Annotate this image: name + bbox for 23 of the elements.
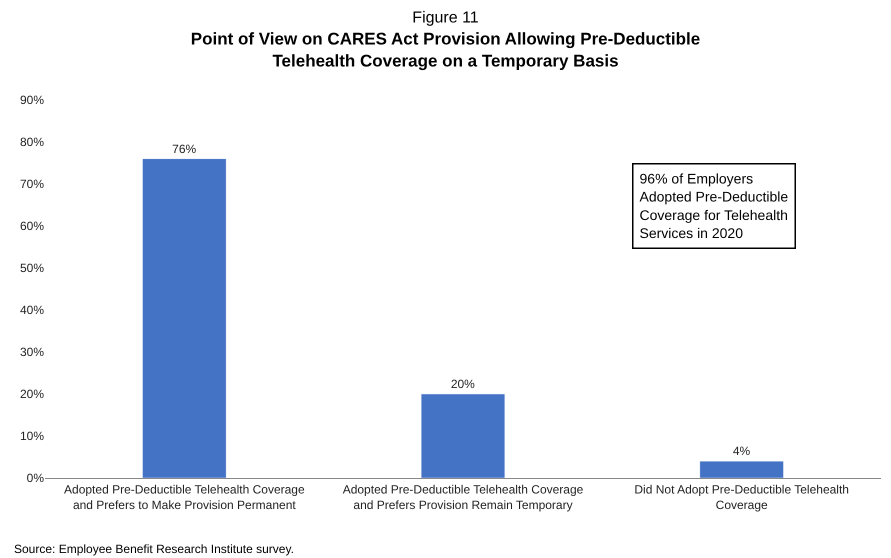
y-tick-label: 0% <box>26 471 44 486</box>
y-tick-label: 30% <box>20 345 44 360</box>
y-tick-label: 80% <box>20 135 44 150</box>
chart-subtitle: Point of View on CARES Act Provision Allowing Pre-Deductible Telehealth Coverage on a Temporary Basis <box>190 29 700 71</box>
bar <box>420 394 506 478</box>
y-tick-label: 50% <box>20 261 44 276</box>
y-tick-label: 10% <box>20 429 44 444</box>
bar <box>700 460 784 478</box>
source-note: Source: Employee Benefit Research Institute survey. <box>14 542 294 556</box>
y-tick-label: 90% <box>20 93 44 108</box>
x-tick-label: Did Not Adopt Pre-Deductible Telehealth Coverage <box>634 482 849 512</box>
x-tick-label: Adopted Pre-Deductible Telehealth Coverage and Prefers Provision Remain Temporary <box>342 482 584 512</box>
chart-title: Figure 11 <box>412 9 479 26</box>
bar <box>142 158 226 478</box>
annotation: 96% of Employers Adopted Pre-Deductible Coverage for Telehealth Services in 2020 <box>640 170 788 242</box>
data-label: 4% <box>732 444 751 458</box>
y-tick-label: 20% <box>20 387 44 402</box>
y-tick-label: 40% <box>20 303 44 318</box>
data-label: 20% <box>450 377 476 391</box>
y-tick-label: 70% <box>20 177 44 192</box>
y-tick-label: 60% <box>20 219 44 234</box>
data-label: 76% <box>172 142 197 156</box>
x-tick-label: Adopted Pre-Deductible Telehealth Coverage and Prefers to Make Provision Permanent <box>64 482 305 512</box>
